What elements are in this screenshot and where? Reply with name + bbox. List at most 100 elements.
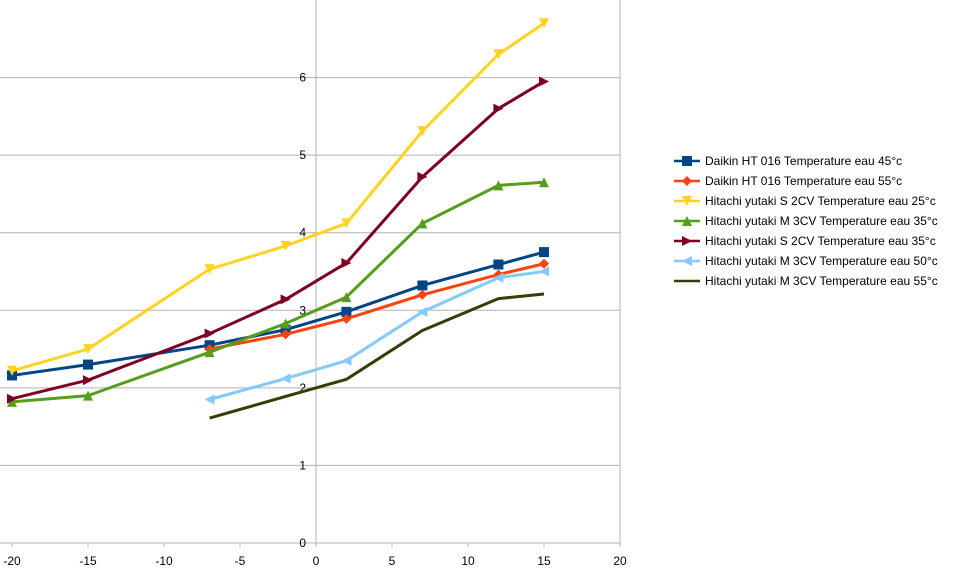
data-point — [341, 306, 352, 317]
x-tick-label: 15 — [537, 554, 551, 568]
data-point — [83, 344, 93, 355]
data-point — [493, 103, 504, 114]
y-tick-label: 2 — [299, 381, 306, 395]
series-line — [11, 180, 545, 404]
data-point — [682, 196, 692, 206]
data-point — [341, 374, 352, 385]
data-point — [539, 18, 549, 29]
data-point — [83, 375, 93, 386]
y-tick-label: 1 — [299, 458, 306, 472]
data-point — [280, 329, 291, 340]
data-point — [417, 126, 428, 137]
series-4 — [7, 177, 549, 407]
data-point — [417, 171, 428, 182]
legend-symbol — [674, 276, 700, 286]
series-2 — [204, 258, 549, 355]
legend-symbol — [674, 216, 700, 226]
data-point — [417, 289, 428, 300]
data-point — [280, 391, 291, 402]
series-line — [209, 270, 545, 401]
data-point — [83, 390, 93, 401]
x-tick-label: -20 — [3, 554, 21, 568]
series-line — [209, 292, 545, 420]
data-point — [7, 396, 17, 407]
series-line — [209, 262, 545, 351]
legend-symbol — [674, 236, 700, 246]
x-tick-label: -15 — [79, 554, 97, 568]
data-point — [280, 294, 291, 305]
data-point — [539, 258, 549, 269]
x-tick-label: 5 — [389, 554, 396, 568]
legend-label: Hitachi yutaki M 3CV Temperature eau 35°… — [705, 214, 938, 228]
data-point — [493, 180, 504, 191]
legend-symbol — [674, 156, 700, 166]
legend-label: Hitachi yutaki S 2CV Temperature eau 35°… — [705, 234, 936, 248]
y-tick-labels: 0 1 2 3 4 5 6 — [299, 71, 306, 550]
data-point — [417, 306, 428, 317]
data-point — [682, 236, 692, 246]
data-point — [204, 328, 215, 339]
data-point — [493, 293, 504, 304]
series-line — [11, 22, 545, 373]
data-point — [341, 313, 352, 324]
y-tick-label: 4 — [299, 226, 306, 240]
data-point — [341, 355, 352, 366]
data-point — [7, 393, 17, 404]
data-point — [280, 318, 291, 329]
x-tick-label: -5 — [235, 554, 246, 568]
y-tick-label: 3 — [299, 303, 306, 317]
data-point — [682, 256, 692, 266]
data-point — [493, 49, 504, 60]
data-point — [682, 216, 692, 226]
x-tick-label: 10 — [461, 554, 475, 568]
data-point — [341, 218, 352, 229]
data-point — [539, 266, 549, 277]
x-tick-label: 20 — [613, 554, 627, 568]
y-tick-label: 6 — [299, 71, 306, 85]
series-7 — [204, 288, 549, 424]
data-point — [417, 325, 428, 336]
legend-symbol — [674, 176, 700, 186]
data-point — [417, 280, 428, 291]
series-5 — [7, 76, 549, 404]
data-point — [682, 176, 692, 186]
data-point — [204, 394, 215, 405]
data-point — [280, 240, 291, 251]
data-point — [539, 76, 549, 87]
data-point — [493, 259, 504, 270]
data-point — [341, 257, 352, 268]
data-point — [539, 247, 549, 258]
gridlines — [0, 77, 620, 544]
series-layer — [7, 18, 549, 424]
legend-label: Daikin HT 016 Temperature eau 55°c — [705, 174, 903, 188]
y-tick-label: 0 — [299, 536, 306, 550]
series-1 — [7, 247, 549, 381]
data-point — [417, 218, 428, 229]
data-point — [204, 264, 215, 275]
series-line — [11, 250, 545, 377]
series-line — [11, 80, 545, 401]
y-tick-label: 5 — [299, 148, 306, 162]
data-point — [341, 292, 352, 303]
data-point — [7, 365, 17, 376]
x-tick-labels: -20 -15 -10 -5 0 5 10 15 20 — [3, 554, 627, 568]
legend-label: Hitachi yutaki M 3CV Temperature eau 50°… — [705, 254, 938, 268]
data-point — [682, 276, 692, 286]
x-tick-label: -10 — [155, 554, 173, 568]
legend-label: Hitachi yutaki S 2CV Temperature eau 25°… — [705, 194, 936, 208]
data-point — [493, 272, 504, 283]
data-point — [539, 288, 549, 299]
x-tick-label: 0 — [313, 554, 320, 568]
legend-symbol — [674, 196, 700, 206]
legend-label: Daikin HT 016 Temperature eau 45°c — [705, 154, 903, 168]
legend-symbol — [674, 256, 700, 266]
data-point — [204, 413, 215, 424]
data-point — [539, 177, 549, 188]
series-3 — [7, 18, 549, 376]
legend-label: Hitachi yutaki M 3CV Temperature eau 55°… — [705, 274, 938, 288]
data-point — [280, 373, 291, 384]
data-point — [204, 347, 215, 358]
series-6 — [204, 266, 549, 405]
data-point — [682, 156, 692, 166]
